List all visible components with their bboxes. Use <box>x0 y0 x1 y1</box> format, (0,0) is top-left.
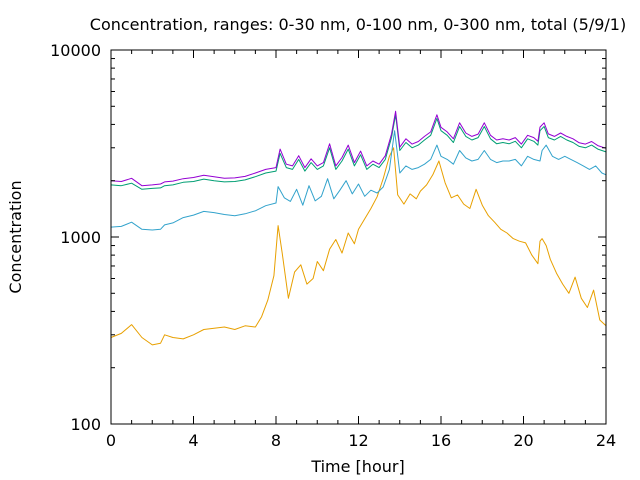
y-tick-label: 100 <box>70 415 101 434</box>
y-tick-label: 1000 <box>60 228 101 247</box>
y-tick-label: 10000 <box>50 41 101 60</box>
y-axis-label: Concentration <box>6 180 25 293</box>
x-tick-label: 8 <box>271 431 281 450</box>
x-tick-label: 0 <box>106 431 116 450</box>
series-line-2 <box>110 114 607 190</box>
chart-title: Concentration, ranges: 0-30 nm, 0-100 nm… <box>90 15 626 34</box>
x-axis-label: Time [hour] <box>310 457 404 476</box>
x-tick-label: 4 <box>188 431 198 450</box>
x-tick-label: 16 <box>431 431 451 450</box>
axes-layer: 0 4 8 12 16 20 24 100 1000 10000 <box>50 41 616 450</box>
series-line-3 <box>110 110 607 187</box>
series-layer <box>110 110 607 346</box>
x-tick-label: 24 <box>596 431 616 450</box>
series-line-0 <box>110 147 607 346</box>
plot-frame <box>110 49 607 425</box>
series-line-1 <box>110 130 607 231</box>
x-tick-label: 20 <box>513 431 533 450</box>
x-tick-label: 12 <box>348 431 368 450</box>
